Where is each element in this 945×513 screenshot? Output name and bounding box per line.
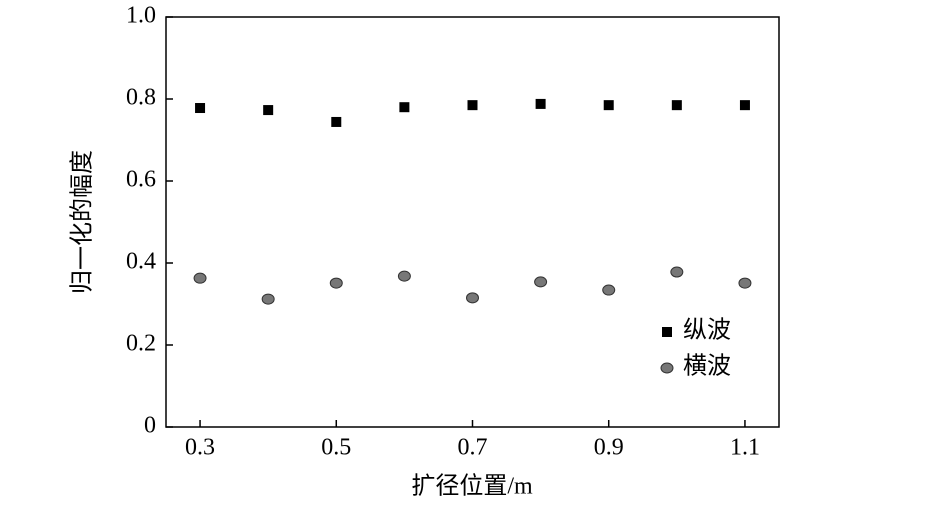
y-tick-label: 0.2: [126, 331, 156, 357]
point: [738, 277, 752, 289]
legend-label: 纵波: [683, 317, 731, 344]
point: [534, 276, 548, 288]
y-tick-label: 0.4: [126, 249, 156, 275]
legend-label: 横波: [683, 353, 731, 380]
point: [467, 100, 478, 111]
point: [329, 277, 343, 289]
point: [671, 100, 682, 111]
point: [261, 293, 275, 305]
x-tick-label: 0.5: [321, 435, 351, 461]
y-tick-label: 1.0: [126, 3, 156, 29]
point: [331, 116, 342, 127]
x-tick-label: 0.9: [594, 435, 624, 461]
point: [466, 292, 479, 304]
x-tick-label: 1.1: [730, 435, 760, 461]
x-tick-label: 0.7: [458, 435, 488, 461]
point: [535, 98, 546, 109]
point: [603, 100, 614, 111]
x-axis-label: 扩径位置/m: [411, 473, 533, 500]
point: [195, 103, 206, 114]
point: [397, 270, 411, 282]
point: [399, 102, 410, 113]
legend-marker: [662, 327, 672, 337]
point: [193, 272, 207, 284]
legend-marker: [660, 362, 674, 374]
y-axis-label: 归一化的幅度: [69, 150, 96, 294]
point: [670, 266, 684, 278]
point: [739, 100, 750, 111]
x-tick-label: 0.3: [185, 435, 215, 461]
y-tick-label: 0: [144, 413, 156, 439]
point: [263, 105, 274, 116]
y-tick-label: 0.8: [126, 85, 156, 111]
y-tick-label: 0.6: [126, 167, 156, 193]
point: [602, 284, 616, 296]
